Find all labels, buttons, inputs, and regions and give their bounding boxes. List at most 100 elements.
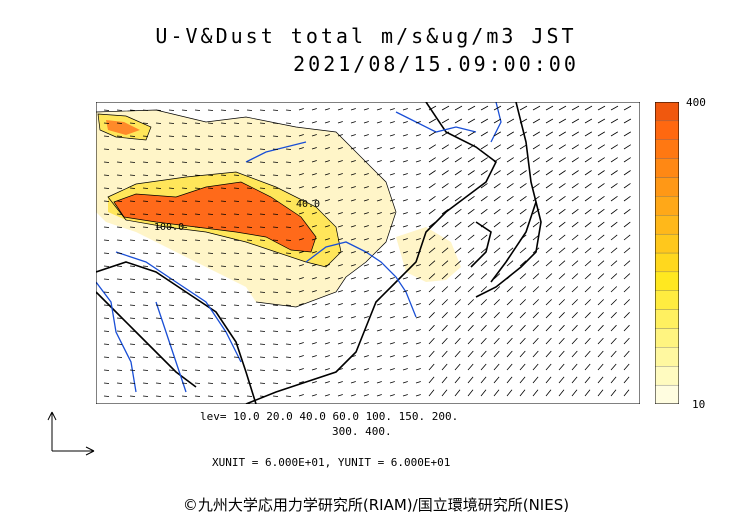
wind-vector — [116, 343, 123, 345]
wind-vector — [207, 148, 214, 150]
wind-vector — [181, 239, 188, 241]
wind-vector — [324, 316, 330, 319]
wind-vector — [116, 213, 123, 215]
wind-vector — [311, 238, 317, 241]
wind-vector — [610, 337, 617, 345]
wind-vector — [103, 135, 110, 137]
wind-vector — [324, 303, 330, 306]
wind-vector — [233, 382, 240, 384]
wind-vector — [506, 208, 514, 215]
wind-vector — [350, 264, 356, 267]
wind-vector — [207, 356, 214, 358]
wind-vector — [233, 226, 240, 228]
wind-vector — [428, 118, 437, 124]
wind-vector — [116, 122, 123, 124]
wind-vector — [623, 234, 631, 241]
wind-vector — [155, 343, 162, 345]
wind-vector — [415, 342, 421, 345]
wind-vector — [311, 290, 317, 293]
legend-min-label: 10 — [692, 398, 706, 411]
wind-vector — [129, 174, 136, 176]
wind-vector — [272, 356, 279, 358]
wind-vector — [402, 394, 408, 397]
wind-vector — [493, 183, 501, 189]
wind-vector — [571, 273, 579, 280]
legend-cell — [655, 271, 679, 291]
wind-vector — [155, 109, 162, 111]
wind-vector — [558, 170, 566, 176]
wind-vector — [363, 121, 369, 124]
wind-vector — [623, 170, 631, 176]
wind-vector — [402, 277, 408, 280]
wind-vector — [220, 304, 227, 306]
wind-vector — [571, 389, 578, 397]
wind-vector — [298, 303, 304, 306]
wind-vector — [623, 183, 631, 189]
wind-vector — [259, 187, 266, 189]
wind-vector — [168, 304, 175, 306]
wind-vector — [181, 226, 188, 228]
wind-vector — [246, 252, 253, 254]
wind-vector — [493, 337, 500, 345]
wind-vector — [584, 286, 592, 293]
wind-vector — [337, 368, 343, 371]
wind-vector — [220, 265, 227, 267]
wind-vector — [103, 226, 110, 228]
wind-vector — [246, 330, 253, 332]
wind-vector — [545, 234, 553, 241]
wind-vector — [558, 389, 565, 397]
wind-vector — [116, 174, 123, 176]
wind-vector — [311, 225, 317, 228]
wind-vector — [129, 122, 136, 124]
wind-vector — [389, 264, 395, 267]
wind-vector — [454, 131, 463, 137]
wind-vector — [337, 329, 343, 332]
wind-vector — [441, 273, 449, 280]
wind-vector — [194, 109, 201, 111]
wind-vector — [519, 157, 527, 163]
wind-vector — [155, 239, 162, 241]
wind-vector — [298, 147, 304, 150]
reference-arrow — [47, 411, 95, 456]
wind-vector — [558, 299, 565, 306]
wind-vector — [571, 312, 578, 319]
wind-vector — [571, 195, 579, 202]
wind-vector — [116, 291, 123, 293]
wind-vector — [207, 226, 214, 228]
wind-vector — [311, 212, 317, 215]
wind-vector — [584, 299, 591, 306]
wind-vector — [259, 239, 266, 241]
wind-vector — [493, 247, 501, 254]
wind-vector — [389, 303, 395, 306]
wind-vector — [571, 118, 580, 124]
wind-vector — [428, 221, 436, 228]
wind-vector — [571, 350, 578, 358]
wind-vector — [116, 135, 123, 137]
wind-vector — [259, 226, 266, 228]
wind-vector — [623, 105, 632, 111]
wind-vector — [298, 225, 304, 228]
wind-vector — [103, 343, 110, 345]
wind-vector — [155, 161, 162, 163]
wind-vector — [311, 264, 317, 267]
wind-vector — [220, 174, 227, 176]
wind-vector — [207, 291, 214, 293]
wind-vector — [350, 160, 356, 163]
wind-vector — [480, 221, 488, 228]
wind-vector — [285, 148, 292, 150]
wind-vector — [181, 382, 188, 384]
wind-vector — [207, 135, 214, 137]
wind-vector — [519, 273, 527, 280]
wind-vector — [467, 247, 475, 254]
wind-vector — [155, 122, 162, 124]
wind-vector — [506, 144, 515, 150]
wind-vector — [155, 291, 162, 293]
wind-vector — [558, 260, 566, 267]
wind-vector — [376, 108, 382, 111]
wind-vector — [376, 160, 382, 163]
wind-vector — [194, 330, 201, 332]
wind-vector — [246, 148, 253, 150]
legend-max-label: 400 — [686, 96, 706, 109]
wind-vector — [337, 186, 343, 189]
wind-vector — [441, 144, 450, 150]
